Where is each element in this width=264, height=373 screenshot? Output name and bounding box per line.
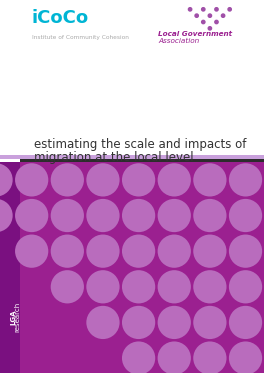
Ellipse shape: [201, 20, 206, 24]
Text: iCoCo: iCoCo: [32, 9, 89, 27]
Ellipse shape: [158, 235, 191, 268]
Bar: [0, 162, 264, 373]
Text: LGA: LGA: [10, 309, 16, 325]
Ellipse shape: [122, 306, 155, 339]
Ellipse shape: [229, 235, 262, 268]
Text: Local Government: Local Government: [158, 31, 233, 37]
Bar: [0, 0, 264, 155]
Ellipse shape: [86, 270, 120, 303]
Ellipse shape: [158, 270, 191, 303]
Ellipse shape: [193, 341, 227, 373]
Ellipse shape: [214, 7, 219, 12]
Text: migration at the local level: migration at the local level: [34, 151, 194, 164]
Ellipse shape: [193, 163, 227, 197]
Ellipse shape: [158, 341, 191, 373]
Ellipse shape: [51, 270, 84, 303]
Ellipse shape: [15, 199, 48, 232]
Ellipse shape: [229, 306, 262, 339]
Text: Association: Association: [158, 38, 200, 44]
Ellipse shape: [188, 7, 192, 12]
Bar: [20, 159, 264, 162]
Ellipse shape: [194, 13, 199, 18]
Ellipse shape: [15, 163, 48, 197]
Ellipse shape: [229, 199, 262, 232]
Ellipse shape: [193, 306, 227, 339]
Ellipse shape: [229, 341, 262, 373]
Ellipse shape: [51, 199, 84, 232]
Ellipse shape: [122, 341, 155, 373]
Ellipse shape: [158, 306, 191, 339]
Ellipse shape: [227, 7, 232, 12]
Bar: [0, 162, 20, 373]
Ellipse shape: [158, 199, 191, 232]
Ellipse shape: [122, 235, 155, 268]
Ellipse shape: [229, 270, 262, 303]
Ellipse shape: [86, 163, 120, 197]
Ellipse shape: [86, 306, 120, 339]
Text: estimating the scale and impacts of: estimating the scale and impacts of: [34, 138, 247, 151]
Text: Institute of Community Cohesion: Institute of Community Cohesion: [32, 35, 129, 40]
Ellipse shape: [0, 163, 13, 197]
Ellipse shape: [221, 13, 225, 18]
Ellipse shape: [15, 235, 48, 268]
Ellipse shape: [0, 199, 13, 232]
Ellipse shape: [214, 20, 219, 24]
Bar: [0, 155, 264, 159]
Text: research: research: [14, 302, 20, 332]
Ellipse shape: [201, 7, 206, 12]
Ellipse shape: [122, 163, 155, 197]
Ellipse shape: [208, 13, 212, 18]
Ellipse shape: [86, 235, 120, 268]
Ellipse shape: [229, 163, 262, 197]
Ellipse shape: [51, 235, 84, 268]
Ellipse shape: [208, 26, 212, 31]
Ellipse shape: [51, 163, 84, 197]
Ellipse shape: [86, 199, 120, 232]
Ellipse shape: [193, 235, 227, 268]
Ellipse shape: [122, 199, 155, 232]
Ellipse shape: [122, 270, 155, 303]
Ellipse shape: [158, 163, 191, 197]
Ellipse shape: [193, 270, 227, 303]
Ellipse shape: [193, 199, 227, 232]
